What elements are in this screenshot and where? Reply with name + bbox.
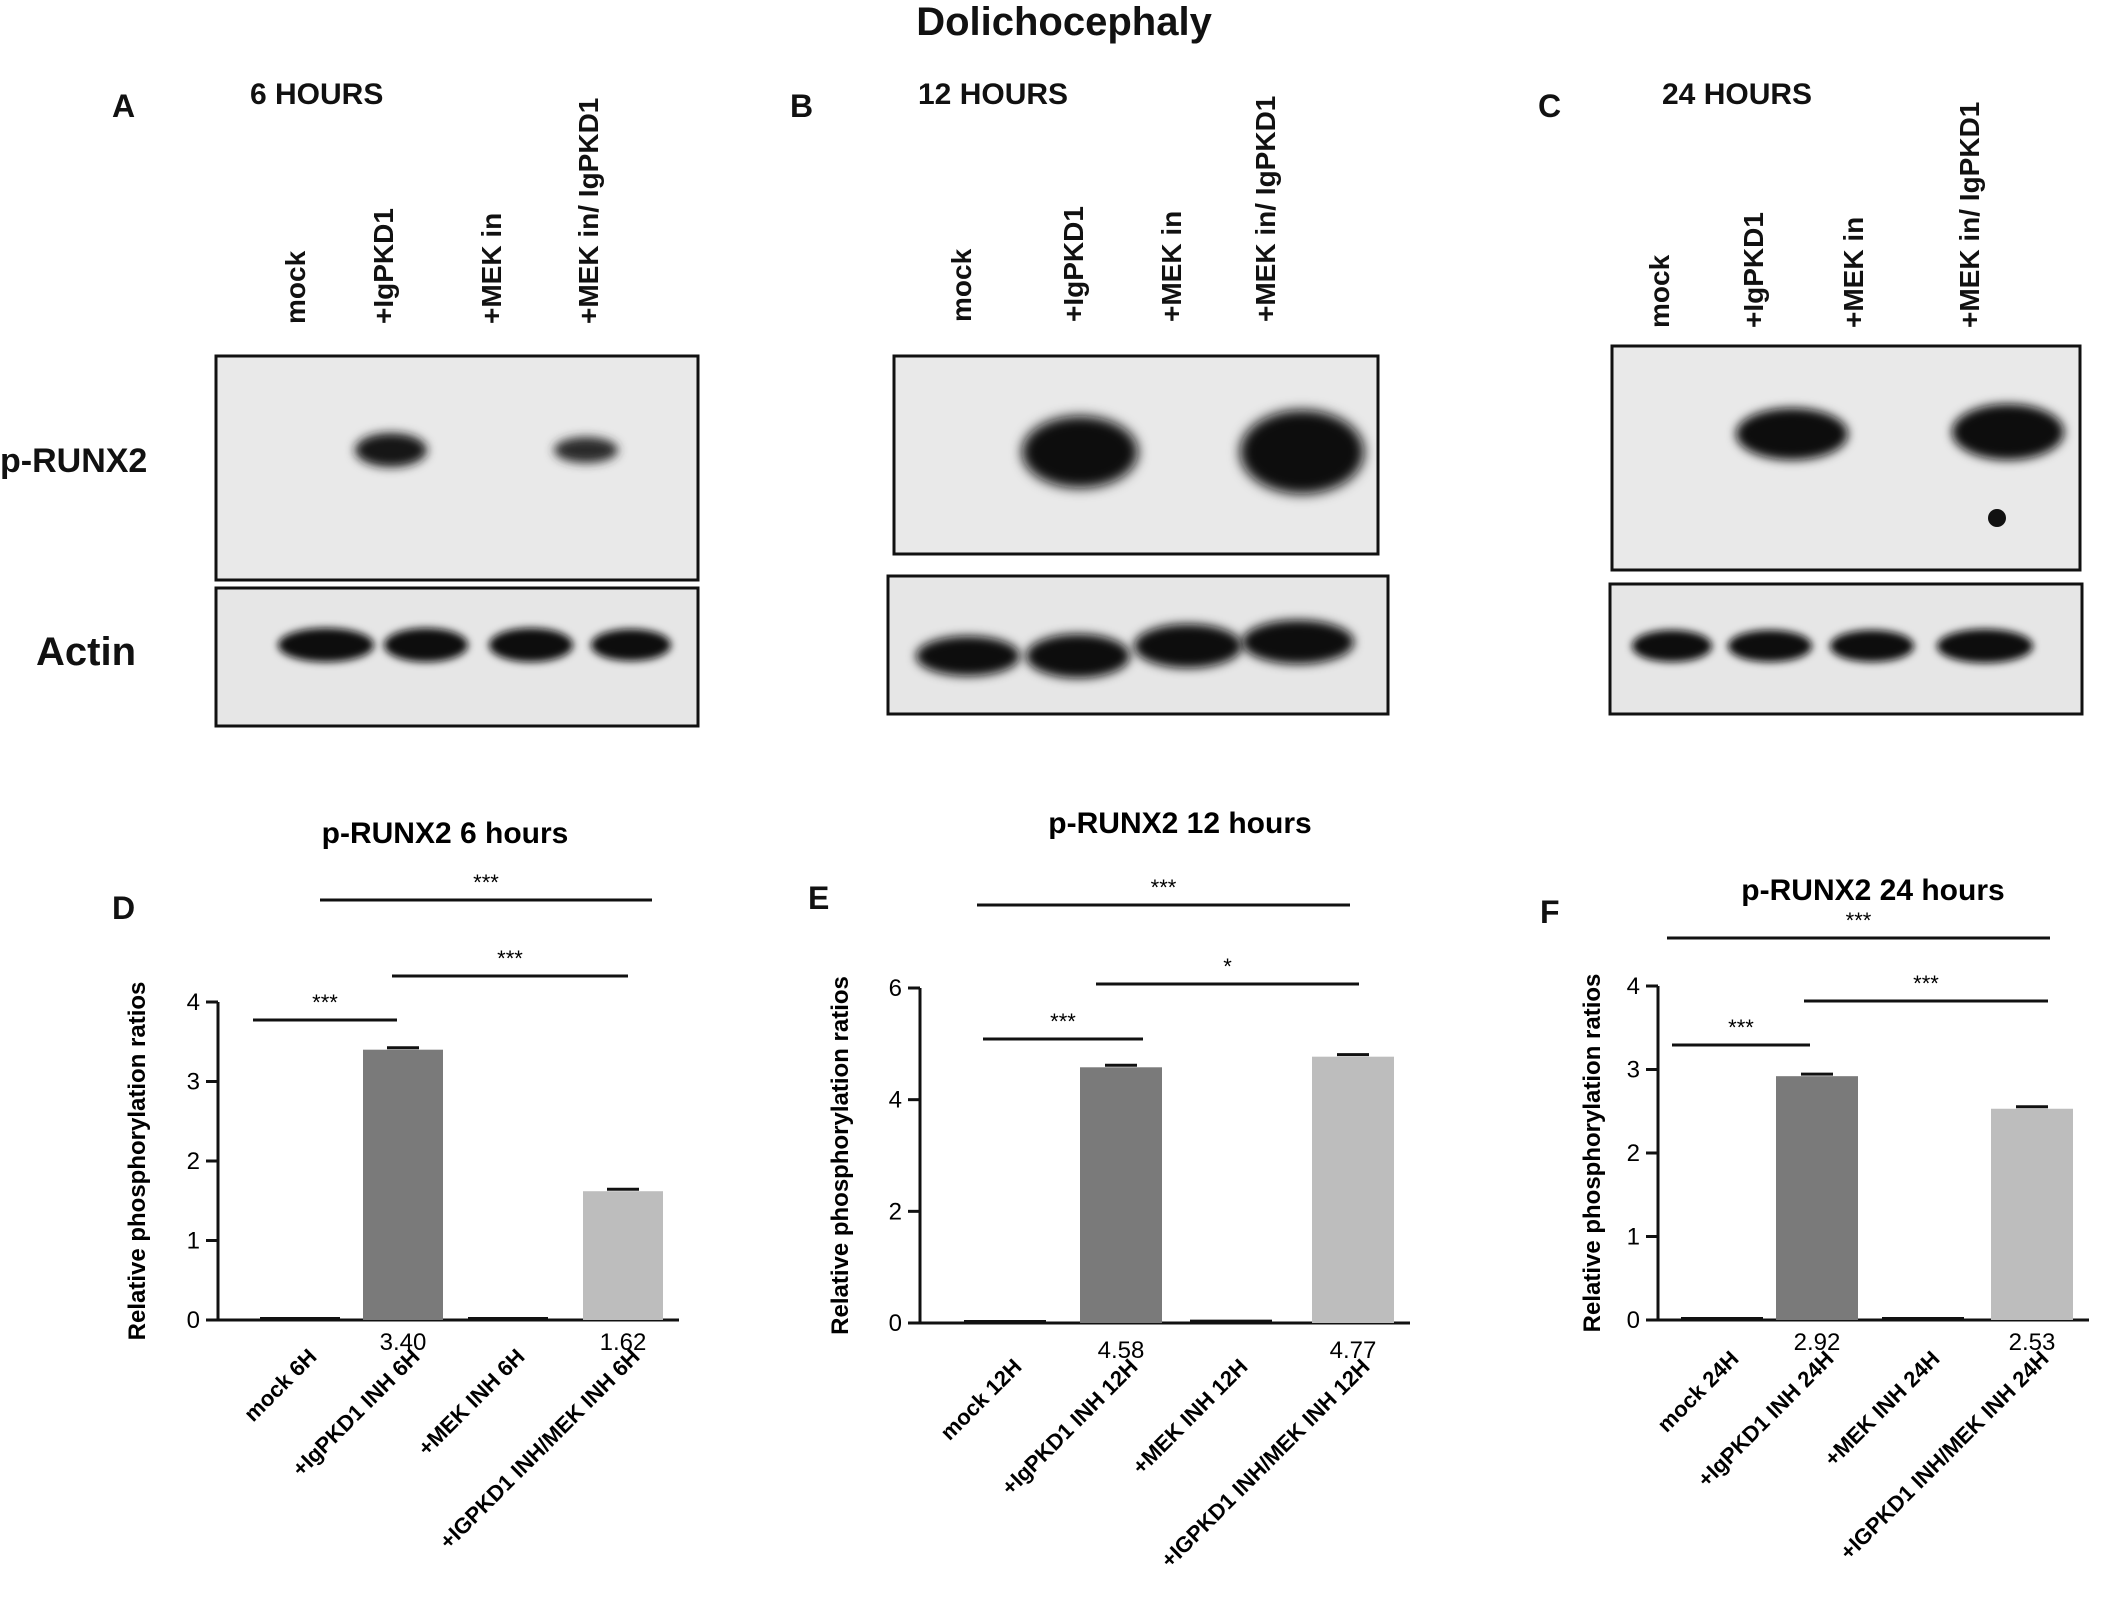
blot-c-prunx2-band-mek-igpkd1 — [1952, 404, 2064, 460]
blot-c-actin-band-1 — [1632, 630, 1712, 662]
data-label: 3.40 — [380, 1329, 427, 1356]
blot-c-prunx2-spot — [1988, 509, 2006, 527]
significance-label: *** — [1050, 1009, 1076, 1034]
bar — [1991, 1108, 2073, 1320]
y-tick-label: 4 — [187, 989, 200, 1016]
x-tick-label: mock 24H — [1652, 1346, 1743, 1437]
chart-title-f: p-RUNX2 24 hours — [1741, 874, 2004, 907]
bar — [964, 1320, 1046, 1323]
blot-a-prunx2 — [214, 354, 700, 582]
significance-label: *** — [312, 990, 338, 1015]
significance-label: *** — [1151, 875, 1177, 900]
y-tick-label: 0 — [187, 1307, 200, 1334]
y-tick-label: 2 — [187, 1148, 200, 1175]
blot-b-prunx2 — [892, 354, 1380, 556]
blot-b-actin-band-2 — [1026, 634, 1130, 678]
y-tick-label: 2 — [1627, 1140, 1640, 1167]
blot-c-actin-band-2 — [1728, 630, 1812, 662]
significance-label: * — [1223, 954, 1232, 979]
blot-b-actin — [886, 574, 1390, 716]
blot-a-prunx2-band-igpkd1 — [355, 433, 427, 467]
y-tick-label: 0 — [1627, 1307, 1640, 1334]
blot-c-actin — [1608, 582, 2084, 716]
y-tick-label: 2 — [889, 1198, 902, 1225]
blot-c-prunx2-band-igpkd1 — [1736, 408, 1848, 460]
bar — [363, 1049, 443, 1320]
blot-a-actin — [214, 586, 700, 728]
data-label: 4.77 — [1330, 1337, 1377, 1364]
y-tick-label: 1 — [187, 1228, 200, 1255]
bar — [583, 1191, 663, 1320]
blot-b-prunx2-band-igpkd1 — [1022, 416, 1138, 488]
bar — [1312, 1056, 1394, 1323]
y-axis-label-f: Relative phosphorylation ratios — [1579, 974, 1606, 1333]
bar — [468, 1317, 548, 1320]
blot-b-actin-band-4 — [1242, 620, 1354, 664]
blot-a-actin-band-1 — [278, 628, 374, 662]
panel-letter-c: C — [1538, 88, 1562, 124]
chart-title-d: p-RUNX2 6 hours — [322, 817, 569, 850]
significance-label: *** — [1846, 908, 1872, 933]
panel-letter-d: D — [112, 890, 136, 926]
data-label: 2.92 — [1794, 1329, 1841, 1356]
row-label-prunx2: p-RUNX2 — [0, 442, 148, 480]
y-axis-label-d: Relative phosphorylation ratios — [124, 982, 151, 1341]
blot-a-prunx2-frame — [214, 354, 700, 582]
significance-label: *** — [1728, 1015, 1754, 1040]
panel-letter-b: B — [790, 88, 814, 124]
time-label-c: 24 HOURS — [1662, 78, 1813, 111]
panel-letter-f: F — [1540, 894, 1560, 930]
bar — [1190, 1319, 1272, 1323]
blot-c-actin-band-3 — [1830, 630, 1914, 662]
time-label-b: 12 HOURS — [918, 78, 1069, 111]
x-tick-label: +MEK INH 24H — [1819, 1346, 1944, 1471]
significance-label: *** — [1913, 971, 1939, 996]
data-label: 1.62 — [600, 1329, 647, 1356]
y-tick-label: 4 — [1627, 973, 1640, 1000]
figure-title: Dolichocephaly — [916, 0, 1212, 44]
row-label-actin: Actin — [36, 630, 136, 674]
bar — [1776, 1076, 1858, 1320]
significance-label: *** — [473, 870, 499, 895]
bar — [1681, 1317, 1763, 1320]
data-label: 2.53 — [2009, 1329, 2056, 1356]
bar — [260, 1317, 340, 1320]
y-axis-label-e: Relative phosphorylation ratios — [827, 976, 854, 1335]
blot-c-actin-band-4 — [1937, 629, 2033, 663]
blot-c-prunx2 — [1610, 344, 2082, 572]
blot-b-actin-band-1 — [916, 636, 1020, 676]
panel-letter-a: A — [112, 88, 136, 124]
y-tick-label: 1 — [1627, 1224, 1640, 1251]
panel-letter-e: E — [808, 880, 830, 916]
time-label-a: 6 HOURS — [250, 78, 384, 111]
y-tick-label: 3 — [187, 1069, 200, 1096]
blot-a-prunx2-band-mek-igpkd1 — [554, 437, 618, 463]
blot-b-actin-band-3 — [1134, 624, 1242, 668]
y-tick-label: 3 — [1627, 1057, 1640, 1084]
bar — [1080, 1067, 1162, 1323]
y-tick-label: 6 — [889, 975, 902, 1002]
chart-title-e: p-RUNX2 12 hours — [1048, 807, 1311, 840]
y-tick-label: 0 — [889, 1310, 902, 1337]
x-tick-label: +IGPKD1 INH/MEK INH 24H — [1835, 1346, 2054, 1565]
significance-label: *** — [497, 946, 523, 971]
blot-b-prunx2-band-mek-igpkd1 — [1240, 410, 1364, 494]
blot-a-actin-band-3 — [489, 628, 573, 662]
bar — [1882, 1317, 1964, 1320]
blot-a-actin-band-2 — [384, 628, 468, 662]
blot-a-actin-band-4 — [591, 629, 671, 661]
y-tick-label: 4 — [889, 1087, 902, 1114]
data-label: 4.58 — [1098, 1337, 1145, 1364]
